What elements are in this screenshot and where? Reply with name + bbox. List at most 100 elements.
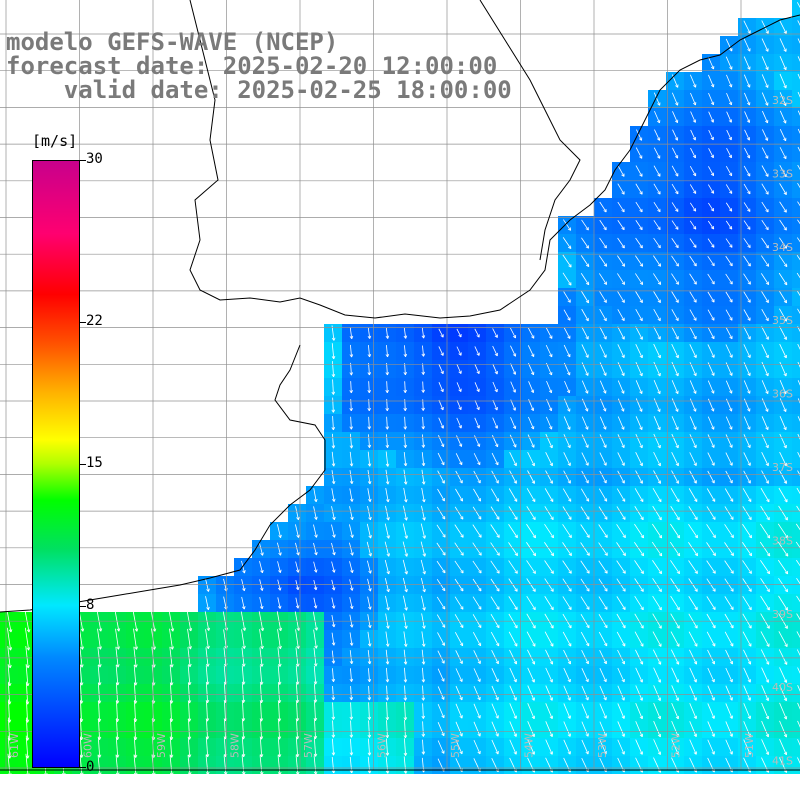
wind-arrow	[421, 381, 425, 393]
wind-arrow	[761, 273, 770, 285]
wind-arrow	[689, 202, 697, 212]
wind-arrow	[385, 327, 390, 339]
wind-arrow	[437, 668, 445, 682]
wind-arrow	[689, 326, 697, 340]
wind-cell	[792, 396, 800, 414]
wind-arrow	[421, 649, 426, 665]
wind-arrow	[490, 524, 500, 538]
wind-arrow	[725, 309, 733, 321]
wind-arrow	[545, 416, 553, 430]
wind-arrow	[761, 685, 770, 702]
wind-arrow	[653, 702, 662, 720]
wind-cell	[792, 270, 800, 288]
wind-arrow	[742, 596, 752, 611]
wind-arrow	[331, 579, 336, 591]
wind-arrow	[437, 740, 445, 754]
wind-arrow	[653, 433, 661, 449]
wind-arrow	[508, 578, 518, 592]
wind-arrow	[563, 452, 571, 466]
wind-arrow	[797, 219, 800, 225]
wind-arrow	[689, 291, 697, 303]
wind-arrow	[616, 524, 626, 539]
wind-arrow	[652, 560, 662, 575]
wind-arrow	[689, 380, 697, 394]
wind-arrow	[653, 237, 661, 249]
wind-arrow	[652, 578, 662, 593]
wind-arrow	[635, 273, 644, 285]
wind-arrow	[580, 488, 590, 502]
wind-arrow	[599, 273, 608, 285]
wind-arrow	[635, 721, 644, 738]
wind-arrow	[670, 560, 680, 575]
wind-arrow	[472, 542, 482, 556]
wind-arrow	[617, 165, 625, 177]
wind-arrow	[688, 506, 698, 521]
wind-arrow	[616, 542, 626, 556]
wind-arrow	[689, 74, 697, 88]
wind-arrow	[653, 291, 661, 303]
wind-arrow	[635, 416, 643, 431]
wind-arrow	[599, 291, 607, 303]
wind-arrow	[367, 685, 372, 701]
wind-arrow	[367, 469, 372, 485]
wind-arrow	[331, 668, 336, 682]
wind-arrow	[562, 254, 572, 268]
wind-arrow	[688, 631, 698, 647]
wind-arrow	[241, 755, 246, 775]
wind-arrow	[367, 631, 372, 647]
wind-cell	[792, 360, 800, 378]
wind-arrow	[527, 721, 535, 738]
wind-arrow	[797, 667, 800, 674]
wind-arrow	[669, 541, 681, 557]
wind-arrow	[635, 255, 644, 267]
wind-arrow	[653, 201, 661, 213]
wind-arrow	[635, 380, 643, 394]
wind-arrow	[635, 703, 643, 720]
wind-arrow	[295, 580, 300, 591]
wind-cell	[792, 198, 800, 216]
wind-arrow	[545, 667, 553, 683]
wind-arrow	[706, 578, 716, 592]
wind-cell	[792, 504, 800, 522]
wind-arrow	[617, 667, 625, 683]
wind-arrow	[403, 416, 408, 430]
wind-arrow	[779, 73, 787, 89]
wind-arrow	[726, 148, 732, 159]
wind-arrow	[545, 433, 553, 449]
wind-arrow	[367, 702, 372, 720]
wind-arrow	[490, 578, 500, 592]
wind-arrow	[761, 433, 769, 449]
forecast-date: forecast date: 2025-02-20 12:00:00	[6, 52, 498, 80]
wind-arrow	[653, 470, 661, 484]
wind-arrow	[617, 703, 625, 719]
wind-arrow	[671, 291, 679, 303]
wind-arrow	[367, 668, 372, 683]
wind-arrow	[437, 452, 445, 466]
wind-arrow	[115, 754, 120, 776]
wind-arrow	[797, 183, 800, 189]
wind-arrow	[797, 720, 800, 728]
wind-arrow	[779, 20, 787, 34]
wind-arrow	[544, 596, 554, 611]
wind-arrow	[761, 343, 769, 359]
wind-arrow	[635, 470, 643, 484]
wind-arrow	[778, 272, 788, 286]
wind-arrow	[797, 685, 800, 692]
wind-arrow	[544, 560, 554, 574]
latitude-label: 37S	[772, 461, 793, 474]
wind-arrow	[762, 129, 769, 141]
wind-arrow	[779, 416, 787, 431]
wind-arrow	[779, 470, 787, 484]
wind-arrow	[187, 647, 192, 668]
wind-arrow	[385, 649, 390, 665]
wind-arrow	[634, 631, 644, 647]
wind-arrow	[707, 309, 715, 321]
wind-cell	[792, 702, 800, 720]
wind-arrow	[779, 165, 787, 178]
wind-arrow	[779, 702, 788, 720]
wind-arrow	[635, 291, 643, 303]
wind-arrow	[724, 578, 734, 592]
wind-arrow	[617, 470, 625, 484]
wind-arrow	[492, 399, 498, 411]
wind-arrow	[403, 631, 408, 647]
